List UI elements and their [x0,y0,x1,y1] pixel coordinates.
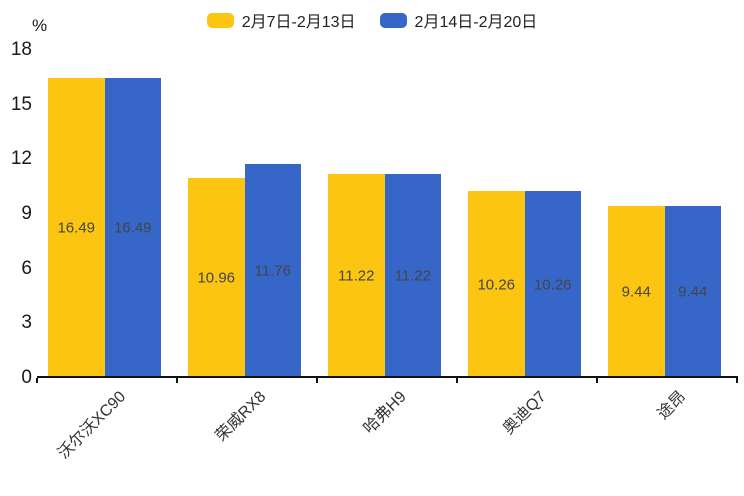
bar-week1[interactable]: 16.49 [48,77,105,378]
bar-week1[interactable]: 10.26 [468,191,525,378]
legend-item-week2[interactable]: 2月14日-2月20日 [379,8,538,32]
y-tick-label: 3 [21,312,32,334]
chart-legend: 2月7日-2月13日 2月14日-2月20日 [0,8,744,32]
bar-week2[interactable]: 9.44 [664,205,721,378]
y-tick-label: 12 [10,148,32,170]
x-category-label: 奥迪Q7 [499,388,550,438]
bar-value-label: 10.26 [533,276,572,294]
x-category-label: 荣威RX8 [212,388,270,445]
x-category-label: 途昂 [654,388,690,423]
y-tick-label: 6 [21,257,32,279]
legend-label-week2: 2月14日-2月20日 [414,14,538,31]
bar-week1[interactable]: 10.96 [188,178,245,378]
bar-value-label: 9.44 [678,283,708,301]
bar-value-label: 11.22 [338,267,375,285]
bar-week2[interactable]: 11.22 [384,173,441,378]
bar-value-label: 10.26 [477,276,516,294]
bar-value-label: 16.49 [113,219,152,237]
x-axis-line [37,376,738,378]
plot-area: 16.49 16.49 10.96 11.76 11.22 11.22 10.26 10.26… [36,50,738,383]
x-category-label: 哈弗H9 [360,388,410,438]
bar-week1[interactable]: 9.44 [608,205,665,378]
bar-week2[interactable]: 16.49 [104,77,161,378]
bar-value-label: 10.96 [197,269,236,287]
x-axis-tick [316,378,318,383]
x-category-label: 沃尔沃XC90 [54,388,130,463]
x-axis-tick [456,378,458,383]
bar-value-label: 11.22 [394,267,431,285]
legend-label-week1: 2月7日-2月13日 [241,14,356,31]
x-axis-tick [36,378,38,383]
y-axis-unit-label: % [32,16,48,35]
legend-swatch-blue-icon [379,12,407,28]
y-tick-label: 9 [21,203,32,224]
bar-week2[interactable]: 11.76 [244,163,301,378]
x-axis-tick [596,378,598,383]
y-tick-label: 18 [10,39,32,60]
x-axis-tick [176,378,178,383]
bar-week2[interactable]: 10.26 [524,191,581,378]
x-axis-tick [736,378,738,383]
bar-value-label: 9.44 [621,283,651,301]
bar-value-label: 16.49 [57,219,96,237]
bar-value-label: 11.76 [254,262,291,280]
legend-item-week1[interactable]: 2月7日-2月13日 [206,8,356,32]
y-tick-label: 0 [21,367,32,388]
bar-week1[interactable]: 11.22 [328,173,385,378]
y-tick-label: 15 [10,93,32,115]
legend-swatch-yellow-icon [206,12,234,28]
